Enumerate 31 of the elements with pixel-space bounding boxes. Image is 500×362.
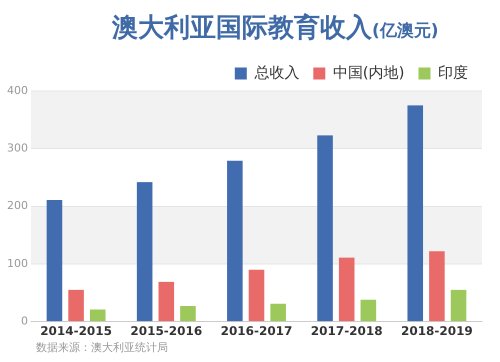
bar <box>360 300 376 322</box>
bar <box>248 270 264 322</box>
bar <box>270 304 286 322</box>
bar <box>227 160 243 322</box>
bar <box>136 182 152 322</box>
source-note: 数据来源：澳大利亚统计局 <box>36 340 168 355</box>
x-tick-label: 2014-2015 <box>40 324 112 338</box>
chart-subtitle: (亿澳元) <box>372 21 439 41</box>
y-tick-label: 400 <box>6 84 28 97</box>
bar <box>317 135 333 322</box>
bar <box>46 200 62 322</box>
x-tick-label: 2016-2017 <box>220 324 292 338</box>
legend-label: 总收入 <box>253 63 300 82</box>
legend-label: 中国(内地) <box>332 63 405 82</box>
bar <box>90 309 106 322</box>
bar <box>68 290 84 322</box>
bar <box>338 258 354 322</box>
y-tick-label: 100 <box>6 256 28 270</box>
bar <box>158 282 174 322</box>
y-tick-label: 0 <box>20 314 28 328</box>
chart-title: 澳大利亚国际教育收入 <box>112 13 372 43</box>
bar <box>429 251 445 322</box>
x-tick-label: 2015-2016 <box>130 324 202 338</box>
bar <box>180 306 196 322</box>
y-tick-label: 300 <box>6 142 28 155</box>
bar <box>450 290 466 322</box>
x-tick-label: 2018-2019 <box>401 324 473 338</box>
bar <box>407 105 424 322</box>
y-tick-label: 200 <box>6 199 28 212</box>
x-tick-label: 2017-2018 <box>310 324 383 338</box>
legend-label: 印度 <box>438 63 468 82</box>
